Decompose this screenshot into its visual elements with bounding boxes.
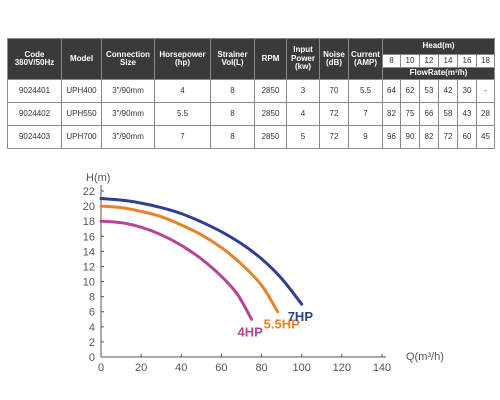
cell-horsepower: 7 xyxy=(154,125,211,149)
cell-flow: 96 xyxy=(382,125,401,149)
cell-flow: 90 xyxy=(400,125,420,149)
header-model: Model xyxy=(61,38,102,80)
x-tick-label: 80 xyxy=(255,362,267,374)
table-row: 9024403 UPH700 3"/90mm 7 8 2850 5 72 9 9… xyxy=(7,125,496,149)
series-label: 5.5HP xyxy=(264,317,300,332)
cell-flow: 62 xyxy=(400,79,420,103)
head-value: 16 xyxy=(457,54,477,68)
pump-curve-chart: 0 20 40 60 80 100 120 140 0 2 4 6 8 10 12 14 16 18 20 22 H(m… xyxy=(83,172,444,374)
y-tick-label: 10 xyxy=(83,277,95,289)
cell-noise: 72 xyxy=(319,125,349,149)
series-label: 4HP xyxy=(238,324,264,339)
header-connection: Connection Size xyxy=(101,38,155,80)
cell-flow: 64 xyxy=(382,79,401,103)
table-row: 9024401 UPH400 3"/90mm 4 8 2850 3 70 5.5… xyxy=(7,79,496,103)
cell-model: UPH550 xyxy=(61,102,102,126)
cell-horsepower: 5.5 xyxy=(154,102,211,126)
cell-model: UPH700 xyxy=(61,125,102,149)
cell-flow: 75 xyxy=(400,102,420,126)
table-row: 9024402 UPH550 3"/90mm 5.5 8 2850 4 72 7… xyxy=(7,102,496,126)
x-tick-label: 40 xyxy=(175,362,187,374)
spec-table: Code 380V/50Hz Model Connection Size Hor… xyxy=(7,38,496,149)
cell-flow: 66 xyxy=(419,102,439,126)
cell-flow: 30 xyxy=(457,79,477,103)
y-tick-label: 18 xyxy=(83,216,95,228)
cell-connection: 3"/90mm xyxy=(101,102,155,126)
cell-flow: 60 xyxy=(457,125,477,149)
cell-code: 9024402 xyxy=(7,102,62,126)
cell-strainer: 8 xyxy=(210,102,255,126)
cell-current: 9 xyxy=(348,125,383,149)
x-tick-label: 60 xyxy=(215,362,227,374)
y-tick-label: 12 xyxy=(83,261,95,273)
cell-strainer: 8 xyxy=(210,125,255,149)
cell-code: 9024403 xyxy=(7,125,62,149)
y-tick-label: 14 xyxy=(83,246,95,258)
head-value: 12 xyxy=(419,54,439,68)
header-noise: Noise (dB) xyxy=(319,38,349,80)
head-value: 10 xyxy=(400,54,420,68)
cell-horsepower: 4 xyxy=(154,79,211,103)
cell-flow: 58 xyxy=(438,102,458,126)
cell-flow: 43 xyxy=(457,102,477,126)
header-strainer: Strainer Vol(L) xyxy=(210,38,255,80)
y-tick-label: 8 xyxy=(89,292,95,304)
x-tick-label: 140 xyxy=(373,362,391,374)
cell-current: 5.5 xyxy=(348,79,383,103)
cell-rpm: 2850 xyxy=(254,125,287,149)
cell-flow: 28 xyxy=(475,102,496,126)
cell-code: 9024401 xyxy=(7,79,62,103)
x-tick-label: 100 xyxy=(293,362,311,374)
cell-connection: 3"/90mm xyxy=(101,79,155,103)
header-head: Head(m) xyxy=(381,38,496,55)
cell-input-power: 4 xyxy=(286,102,320,126)
header-current: Current (AMP) xyxy=(348,38,383,80)
header-horsepower: Horsepower (hp) xyxy=(154,38,211,80)
y-tick-label: 22 xyxy=(83,186,95,198)
header-rpm: RPM xyxy=(254,38,287,80)
cell-noise: 72 xyxy=(319,102,349,126)
cell-flow: 53 xyxy=(419,79,439,103)
cell-connection: 3"/90mm xyxy=(101,125,155,149)
cell-current: 7 xyxy=(348,102,383,126)
series-label: 7HP xyxy=(288,309,314,324)
series-line xyxy=(99,204,280,314)
cell-model: UPH400 xyxy=(61,79,102,103)
x-axis-label: Q(m³/h) xyxy=(406,351,444,363)
y-tick-label: 4 xyxy=(89,322,95,334)
cell-strainer: 8 xyxy=(210,79,255,103)
y-tick-label: 6 xyxy=(89,307,95,319)
y-tick-label: 20 xyxy=(83,201,95,213)
y-tick-label: 2 xyxy=(89,337,95,349)
head-value: 14 xyxy=(438,54,458,68)
cell-rpm: 2850 xyxy=(254,79,287,103)
cell-flow: 72 xyxy=(438,125,458,149)
x-tick-label: 20 xyxy=(135,362,147,374)
series-line xyxy=(99,219,253,321)
cell-flow: 45 xyxy=(475,125,496,149)
x-tick-label: 120 xyxy=(333,362,351,374)
y-tick-label: 0 xyxy=(89,352,95,364)
cell-noise: 70 xyxy=(319,79,349,103)
header-flowrate: FlowRate(m³/h) xyxy=(381,67,496,80)
cell-flow: - xyxy=(475,79,496,103)
head-value: 8 xyxy=(382,54,401,68)
series-line xyxy=(99,197,304,306)
cell-input-power: 3 xyxy=(286,79,320,103)
cell-flow: 82 xyxy=(382,102,401,126)
cell-flow: 42 xyxy=(438,79,458,103)
cell-rpm: 2850 xyxy=(254,102,287,126)
cell-flow: 82 xyxy=(419,125,439,149)
chart-axes: 0 20 40 60 80 100 120 140 0 2 4 6 8 10 12 14 16 18 20 22 H(m… xyxy=(83,172,444,374)
header-input-power: Input Power (kw) xyxy=(286,38,320,80)
y-axis-label: H(m) xyxy=(86,172,110,184)
x-tick-label: 0 xyxy=(98,362,104,374)
header-code: Code 380V/50Hz xyxy=(7,38,62,80)
cell-input-power: 5 xyxy=(286,125,320,149)
head-value: 18 xyxy=(475,54,496,68)
y-tick-label: 16 xyxy=(83,231,95,243)
